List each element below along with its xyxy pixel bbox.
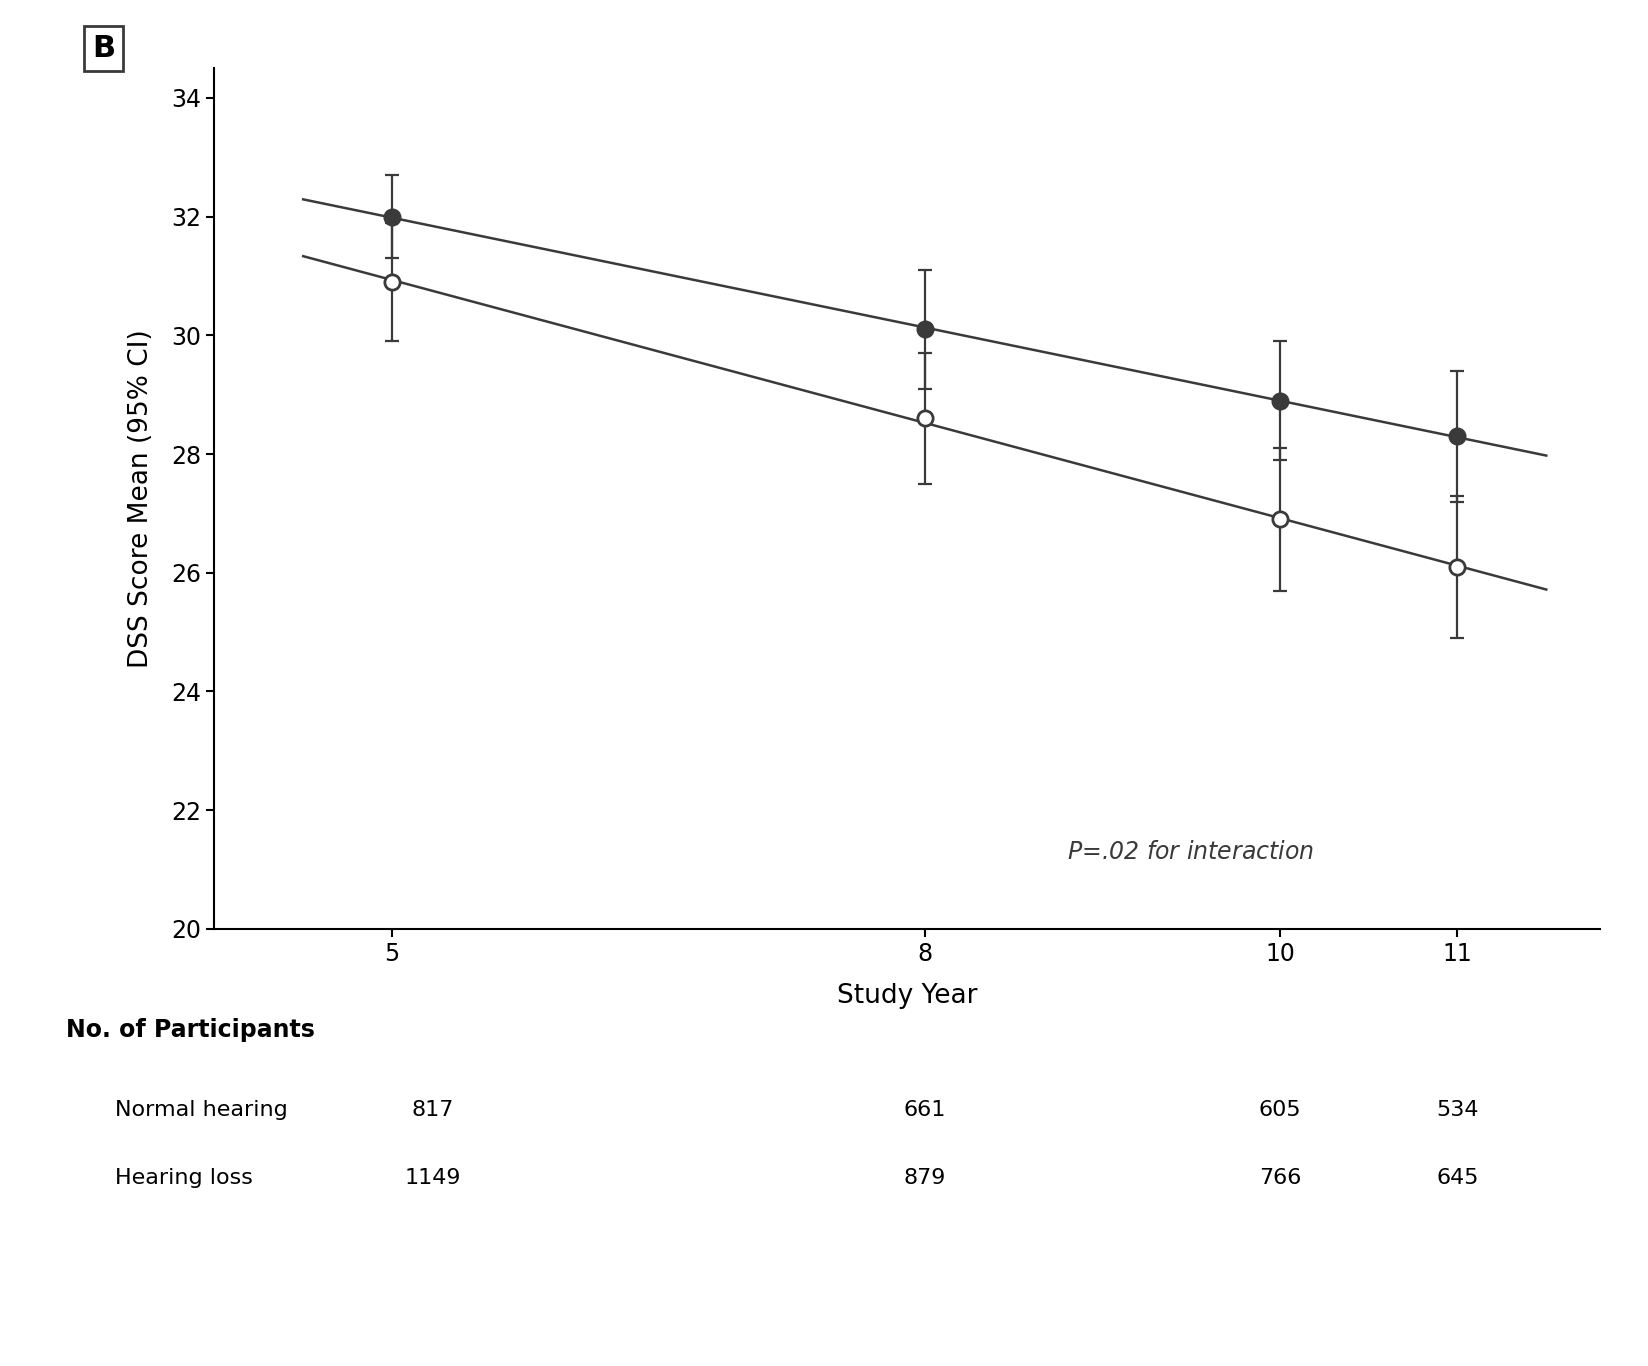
Text: 817: 817 [412, 1100, 455, 1120]
Text: $\it{P}$=.02 for interaction: $\it{P}$=.02 for interaction [1066, 840, 1313, 863]
X-axis label: Study Year: Study Year [836, 982, 977, 1008]
Text: Normal hearing: Normal hearing [115, 1100, 288, 1120]
Text: B: B [92, 34, 115, 63]
Text: 1149: 1149 [405, 1168, 461, 1188]
Text: 661: 661 [903, 1100, 946, 1120]
Text: 605: 605 [1257, 1100, 1300, 1120]
Text: No. of Participants: No. of Participants [66, 1018, 315, 1042]
Text: Hearing loss: Hearing loss [115, 1168, 254, 1188]
Y-axis label: DSS Score Mean (95% CI): DSS Score Mean (95% CI) [129, 329, 155, 668]
Text: 645: 645 [1435, 1168, 1478, 1188]
Text: 534: 534 [1435, 1100, 1478, 1120]
Text: 766: 766 [1257, 1168, 1300, 1188]
Text: 879: 879 [903, 1168, 946, 1188]
